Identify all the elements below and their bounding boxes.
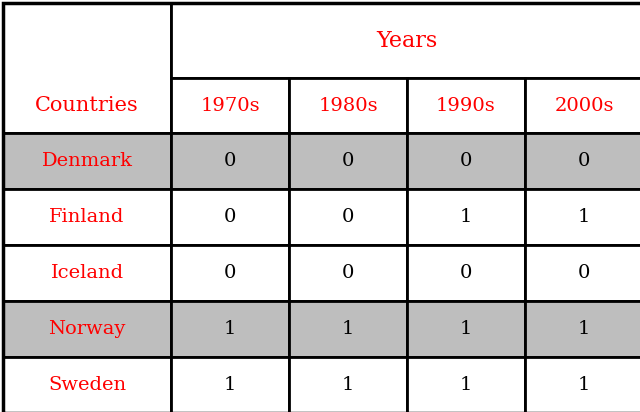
Text: 1: 1 [224, 320, 236, 338]
Bar [407, 357, 525, 412]
Text: 1980s: 1980s [318, 96, 378, 115]
Text: 1: 1 [460, 320, 472, 338]
Text: 1: 1 [224, 376, 236, 394]
Bar [171, 301, 289, 357]
Text: 1: 1 [342, 376, 354, 394]
Bar [289, 245, 407, 301]
Text: 1: 1 [578, 320, 590, 338]
Text: 1: 1 [578, 376, 590, 394]
Bar [525, 133, 640, 189]
Bar [289, 357, 407, 412]
Text: Denmark: Denmark [42, 152, 132, 170]
Bar [525, 357, 640, 412]
Bar [289, 189, 407, 245]
Bar [171, 78, 289, 133]
Bar [3, 301, 171, 357]
Text: 1970s: 1970s [200, 96, 260, 115]
Bar [3, 3, 171, 133]
Bar [407, 301, 525, 357]
Text: 0: 0 [342, 152, 354, 170]
Bar [525, 245, 640, 301]
Text: 1990s: 1990s [436, 96, 496, 115]
Bar [3, 189, 171, 245]
Bar [407, 78, 525, 133]
Bar [525, 78, 640, 133]
Bar [171, 189, 289, 245]
Text: Finland: Finland [49, 208, 125, 226]
Text: Years: Years [376, 30, 438, 52]
Text: 0: 0 [342, 264, 354, 282]
Bar [3, 133, 171, 189]
Bar [289, 301, 407, 357]
Bar [289, 133, 407, 189]
Text: 0: 0 [342, 208, 354, 226]
Text: Norway: Norway [48, 320, 125, 338]
Text: 0: 0 [224, 264, 236, 282]
Text: 0: 0 [578, 264, 590, 282]
Text: 1: 1 [578, 208, 590, 226]
Bar [171, 133, 289, 189]
Bar [289, 78, 407, 133]
Bar [171, 3, 640, 78]
Text: 1: 1 [460, 376, 472, 394]
Text: 0: 0 [460, 152, 472, 170]
Text: 0: 0 [224, 208, 236, 226]
Text: Iceland: Iceland [51, 264, 124, 282]
Bar [3, 245, 171, 301]
Bar [407, 245, 525, 301]
Text: 1: 1 [460, 208, 472, 226]
Text: 2000s: 2000s [554, 96, 614, 115]
Text: Countries: Countries [35, 96, 139, 115]
Text: 1: 1 [342, 320, 354, 338]
Bar [171, 245, 289, 301]
Text: 0: 0 [224, 152, 236, 170]
Text: Sweden: Sweden [48, 376, 126, 394]
Bar [3, 357, 171, 412]
Bar [525, 189, 640, 245]
Bar [525, 301, 640, 357]
Text: 0: 0 [578, 152, 590, 170]
Text: 0: 0 [460, 264, 472, 282]
Bar [171, 357, 289, 412]
Bar [407, 189, 525, 245]
Bar [407, 133, 525, 189]
